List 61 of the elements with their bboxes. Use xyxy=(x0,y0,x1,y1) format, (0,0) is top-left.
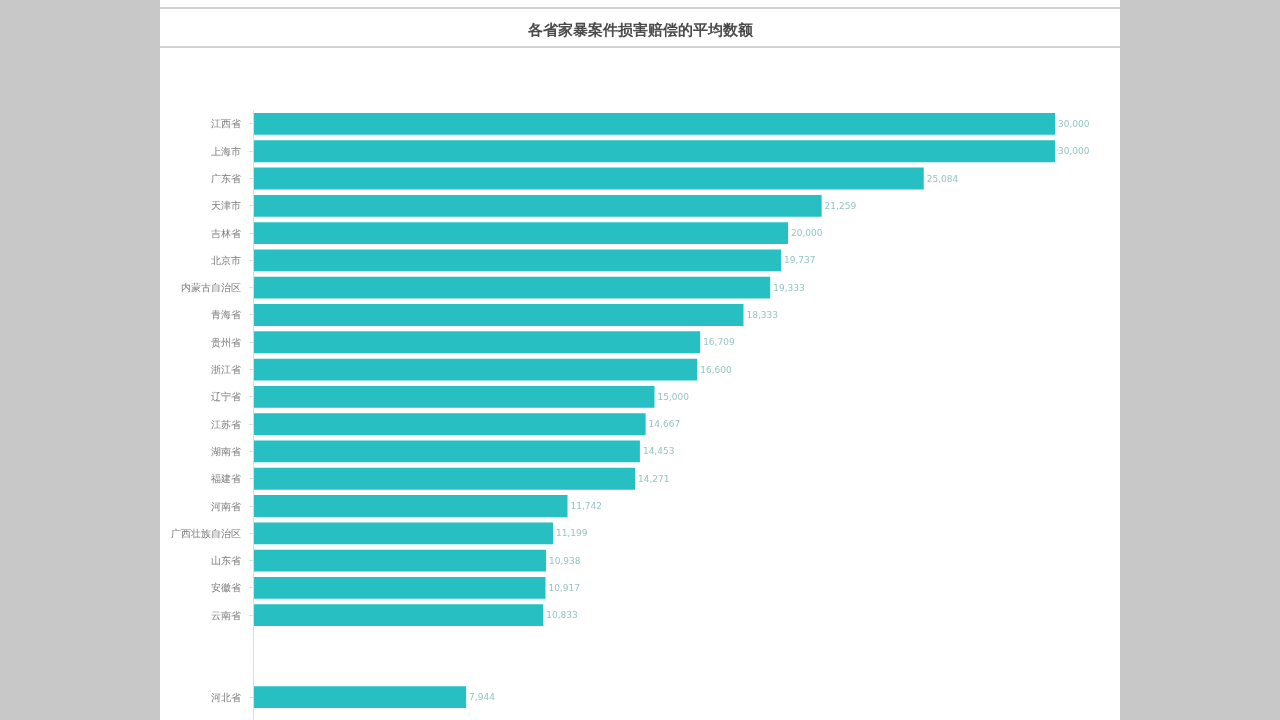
y-tick-label: 贵州省 xyxy=(211,336,241,348)
bar xyxy=(254,249,781,272)
y-tick-label: 青海省 xyxy=(211,309,241,321)
data-label: 19,737 xyxy=(783,255,816,266)
y-tick-label: 上海市 xyxy=(211,145,241,157)
y-tick-label: 河北省 xyxy=(211,691,241,703)
data-label: 10,917 xyxy=(548,582,580,593)
bar xyxy=(254,576,546,599)
bar xyxy=(254,604,544,627)
y-tick-label: 广西壮族自治区 xyxy=(171,527,241,539)
bar xyxy=(254,385,655,408)
data-label: 7,944 xyxy=(469,692,496,703)
bar xyxy=(254,440,640,463)
bar xyxy=(254,413,646,436)
data-label: 16,709 xyxy=(703,337,735,348)
data-label: 10,833 xyxy=(546,610,578,621)
data-label: 15,000 xyxy=(657,391,690,402)
y-tick-label: 浙江省 xyxy=(211,364,241,376)
bar xyxy=(254,113,1055,135)
bar xyxy=(254,549,547,572)
data-label: 30,000 xyxy=(1058,146,1090,157)
data-label: 21,259 xyxy=(824,200,857,211)
data-label: 19,333 xyxy=(773,282,805,293)
y-tick-label: 江苏省 xyxy=(211,418,241,430)
data-label: 18,333 xyxy=(746,309,778,320)
data-label: 11,742 xyxy=(570,501,603,512)
bar xyxy=(254,467,636,490)
data-label: 16,600 xyxy=(700,364,732,375)
y-tick-label: 吉林省 xyxy=(211,227,241,239)
y-tick-label: 河南省 xyxy=(211,500,241,512)
data-label: 14,667 xyxy=(648,419,681,430)
y-tick-label: 湖南省 xyxy=(211,445,241,457)
y-tick-label: 天津市 xyxy=(211,200,241,212)
y-tick-label: 安徽省 xyxy=(211,582,241,594)
bar xyxy=(254,331,701,354)
bar xyxy=(254,358,698,381)
y-tick-label: 广东省 xyxy=(211,173,241,185)
y-tick-label: 福建省 xyxy=(211,473,241,485)
data-label: 14,453 xyxy=(642,446,675,457)
y-tick-label: 北京市 xyxy=(211,254,241,266)
data-label: 14,271 xyxy=(638,473,670,484)
y-tick-label: 辽宁省 xyxy=(211,391,241,403)
data-label: 20,000 xyxy=(791,228,823,239)
bar xyxy=(254,140,1055,163)
bar xyxy=(254,495,568,517)
chart-title: 各省家暴案件损害赔偿的平均数额 xyxy=(526,21,754,40)
bar xyxy=(254,276,771,299)
y-tick-label: 江西省 xyxy=(211,118,241,130)
bar xyxy=(254,522,554,545)
bar xyxy=(254,304,744,326)
data-label: 11,199 xyxy=(556,528,588,539)
y-tick-label: 内蒙古自治区 xyxy=(181,282,241,294)
y-tick-label: 云南省 xyxy=(211,609,241,621)
bar xyxy=(254,222,788,245)
bar xyxy=(254,194,822,217)
y-tick-label: 山东省 xyxy=(211,555,241,567)
bar xyxy=(254,686,467,708)
data-label: 10,938 xyxy=(549,555,581,566)
data-label: 25,084 xyxy=(926,173,959,184)
bar xyxy=(254,167,924,190)
data-label: 30,000 xyxy=(1058,118,1090,129)
